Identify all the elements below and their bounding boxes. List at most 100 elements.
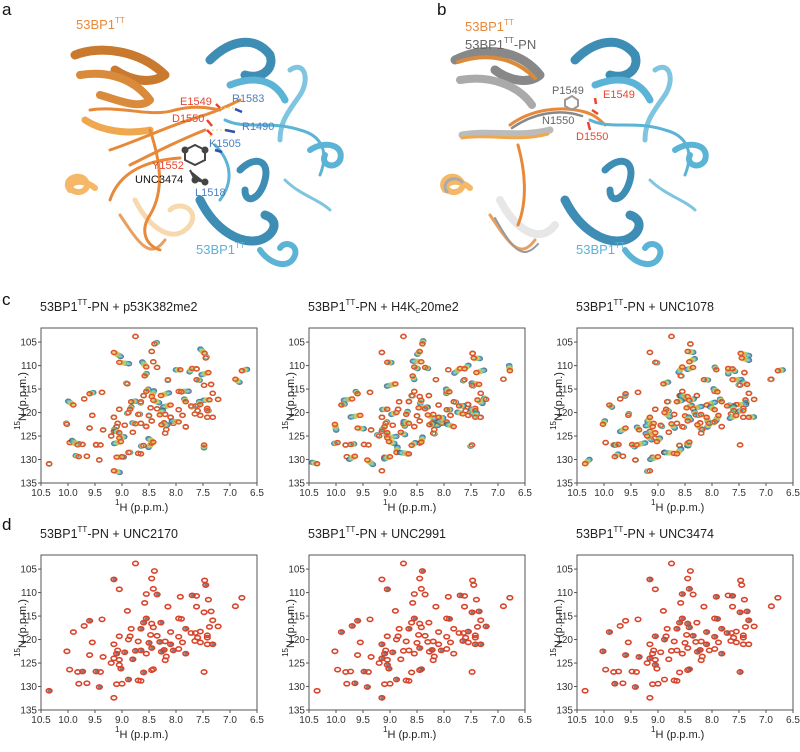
svg-text:105: 105	[20, 565, 37, 576]
label-d1550-b: D1550	[576, 131, 609, 143]
x-axis-label: 1H (p.p.m.)	[115, 725, 169, 742]
svg-text:7.5: 7.5	[732, 488, 746, 499]
svg-text:120: 120	[20, 635, 37, 646]
spectrum-plot-area: 10.5 10.0 9.5 9.0 8.5 8.0 7.5 7.0 6.5 105 110 115 12…	[288, 327, 532, 499]
svg-text:105: 105	[288, 338, 305, 349]
label-p1549-b: P1549	[552, 85, 584, 97]
svg-text:10.5: 10.5	[31, 715, 51, 726]
svg-text:125: 125	[20, 659, 37, 670]
svg-text:7.5: 7.5	[196, 715, 210, 726]
svg-text:6.5: 6.5	[786, 488, 800, 499]
svg-text:7.0: 7.0	[759, 488, 773, 499]
spectrum-plot-area: 10.5 10.0 9.5 9.0 8.5 8.0 7.5 7.0 6.5 105 110 115 12…	[20, 327, 264, 499]
svg-text:110: 110	[289, 361, 305, 372]
svg-text:10.0: 10.0	[594, 715, 614, 726]
svg-text:9.5: 9.5	[356, 488, 370, 499]
svg-text:130: 130	[556, 455, 573, 466]
label-r1583-a: R1583	[232, 93, 265, 105]
spectrum-title: 53BP1TT-PN + H4KC20me2	[308, 298, 459, 316]
label-53bp1tt-blue-b: 53BP1TT	[576, 241, 625, 257]
svg-text:9.0: 9.0	[651, 715, 665, 726]
svg-text:10.0: 10.0	[326, 488, 346, 499]
svg-text:7.5: 7.5	[196, 488, 210, 499]
label-53bp1tt-orange-b: 53BP1TT	[465, 18, 514, 34]
x-axis-label: 1H (p.p.m.)	[383, 498, 437, 515]
protein-structure-illustration-b	[440, 37, 709, 267]
svg-text:9.5: 9.5	[624, 488, 638, 499]
y-axis-label: 15N (p.p.m.)	[13, 599, 29, 657]
svg-text:6.5: 6.5	[518, 488, 532, 499]
svg-text:7.5: 7.5	[732, 715, 746, 726]
label-r1490-a: R1490	[242, 121, 275, 133]
nmr-spectrum-d3: 53BP1TT-PN + UNC3474 10.5 10.0 9.5 9.0 8.5 8.…	[536, 526, 800, 752]
svg-text:8.0: 8.0	[169, 488, 183, 499]
svg-text:9.0: 9.0	[383, 488, 397, 499]
svg-text:10.5: 10.5	[567, 488, 587, 499]
label-e1549-a: E1549	[180, 96, 212, 108]
svg-text:125: 125	[556, 432, 573, 443]
svg-text:6.5: 6.5	[518, 715, 532, 726]
svg-text:7.0: 7.0	[759, 715, 773, 726]
svg-text:8.0: 8.0	[169, 715, 183, 726]
svg-text:10.5: 10.5	[31, 488, 51, 499]
svg-text:7.5: 7.5	[464, 715, 478, 726]
structure-panel-a: 53BP1TT 53BP1TT E1549 D1550 Y1552 R1583 …	[0, 0, 400, 290]
label-k1505-a: K1505	[209, 138, 241, 150]
svg-text:110: 110	[21, 361, 37, 372]
ligand-ball-stick	[181, 143, 209, 186]
label-n1550-b: N1550	[542, 115, 575, 127]
spectrum-plot-area: 10.5 10.0 9.5 9.0 8.5 8.0 7.5 7.0 6.5 105 110 115 12…	[556, 554, 800, 726]
svg-text:110: 110	[557, 588, 573, 599]
structure-panel-b: 53BP1TT 53BP1TT-PN 53BP1TT P1549 N1550 E…	[400, 0, 800, 290]
svg-text:120: 120	[20, 408, 37, 419]
svg-text:125: 125	[288, 659, 305, 670]
protein-structure-illustration-a	[64, 37, 344, 267]
label-y1552-a: Y1552	[152, 160, 184, 172]
svg-text:9.0: 9.0	[115, 715, 129, 726]
label-e1549-b: E1549	[603, 89, 635, 101]
svg-text:8.5: 8.5	[678, 488, 692, 499]
svg-text:120: 120	[288, 408, 305, 419]
svg-text:8.5: 8.5	[142, 488, 156, 499]
label-l1518-a: L1518	[195, 187, 226, 199]
svg-text:105: 105	[288, 565, 305, 576]
spectrum-title: 53BP1TT-PN + p53K382me2	[40, 298, 198, 315]
svg-text:7.0: 7.0	[223, 715, 237, 726]
svg-text:10.5: 10.5	[299, 715, 319, 726]
nmr-spectrum-c3: 53BP1TT-PN + UNC1078 10.5 10.0 9.5 9.0 8.5 8.…	[536, 298, 800, 525]
label-unc3474-a: UNC3474	[135, 174, 184, 186]
svg-text:8.5: 8.5	[678, 715, 692, 726]
svg-text:110: 110	[21, 588, 37, 599]
svg-text:10.5: 10.5	[299, 488, 319, 499]
svg-text:9.5: 9.5	[356, 715, 370, 726]
svg-text:125: 125	[556, 659, 573, 670]
svg-text:130: 130	[556, 682, 573, 693]
panel-letter-d: d	[2, 515, 12, 534]
svg-text:8.0: 8.0	[705, 488, 719, 499]
svg-text:120: 120	[556, 635, 573, 646]
svg-text:8.5: 8.5	[410, 488, 424, 499]
label-d1550-a: D1550	[172, 113, 205, 125]
svg-text:115: 115	[557, 612, 573, 623]
svg-text:10.0: 10.0	[594, 488, 614, 499]
panel-letter-c: c	[2, 290, 11, 309]
svg-text:110: 110	[557, 361, 573, 372]
svg-text:10.0: 10.0	[58, 715, 78, 726]
y-axis-label: 15N (p.p.m.)	[549, 599, 565, 657]
svg-text:9.5: 9.5	[624, 715, 638, 726]
svg-text:120: 120	[556, 408, 573, 419]
spectrum-title: 53BP1TT-PN + UNC1078	[576, 298, 714, 315]
y-axis-label: 15N (p.p.m.)	[281, 599, 297, 657]
svg-text:10.5: 10.5	[567, 715, 587, 726]
svg-text:8.5: 8.5	[142, 715, 156, 726]
svg-text:7.0: 7.0	[223, 488, 237, 499]
svg-text:10.0: 10.0	[326, 715, 346, 726]
svg-text:135: 135	[288, 479, 305, 490]
svg-text:135: 135	[288, 706, 305, 717]
svg-text:130: 130	[288, 682, 305, 693]
x-axis-label: 1H (p.p.m.)	[651, 498, 705, 515]
x-axis-label: 1H (p.p.m.)	[383, 725, 437, 742]
nmr-spectrum-d2: 53BP1TT-PN + UNC2991 10.5 10.0 9.5 9.0 8.5 8.…	[268, 526, 533, 752]
svg-text:8.0: 8.0	[437, 488, 451, 499]
nmr-spectrum-c2: 53BP1TT-PN + H4KC20me2 10.5 10.0 9.5 9.0 8.5…	[268, 298, 533, 525]
